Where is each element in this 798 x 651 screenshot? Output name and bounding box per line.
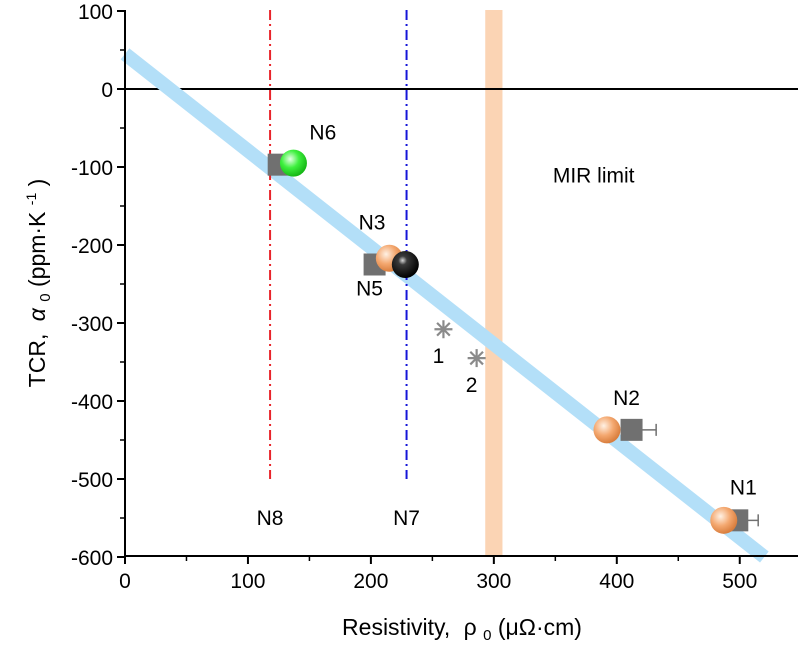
point-label-n3: N3	[359, 211, 386, 234]
point-label-n5: N5	[356, 278, 383, 301]
sphere-point-5	[710, 506, 738, 534]
x-axis-title: Resistivity, ρ 0 (μΩ·cm)	[342, 614, 582, 645]
x-tick-label: 0	[119, 570, 131, 593]
x-axis-title-symbol: ρ	[464, 614, 477, 640]
y-tick-label: -100	[71, 157, 113, 180]
square-point-3	[620, 418, 643, 441]
y-tick-label: -500	[71, 469, 113, 492]
star-label-2: 2	[466, 374, 478, 397]
x-axis-title-unit: (μΩ·cm)	[498, 614, 582, 640]
y-axis-title-subscript: 0	[37, 293, 54, 301]
vertical-line-label-n8: N8	[257, 507, 284, 530]
x-tick-label: 400	[599, 570, 634, 593]
marks-layer	[267, 149, 759, 534]
y-tick-label: -400	[71, 391, 113, 414]
y-axis-title-close: )	[24, 179, 50, 187]
sphere-point-3	[391, 251, 419, 278]
y-axis-title: TCR, α 0 (ppm·K -1 )	[15, 179, 55, 388]
x-axis-title-subscript: 0	[483, 627, 491, 644]
star-point-2	[467, 349, 486, 368]
vertical-line-label-n7: N7	[393, 507, 420, 530]
labels-layer: MIR limit Resistivity, ρ 0 (μΩ·cm) TCR, …	[15, 122, 757, 645]
fit-line	[120, 48, 769, 563]
x-tick-label: 100	[230, 570, 265, 593]
point-label-n6: N6	[309, 122, 336, 145]
sphere-point-4	[593, 416, 621, 444]
sphere-point-1	[279, 149, 307, 177]
point-label-n1: N1	[730, 477, 757, 500]
y-tick-label: -300	[71, 313, 113, 336]
ticks-layer: 0 100 200 300 400 500 -600 -500 -400 -300 -200 -100…	[71, 1, 757, 593]
y-tick-label: -600	[71, 547, 113, 570]
plot-frame	[124, 10, 798, 557]
mir-limit-band	[485, 10, 503, 556]
y-tick-label: 0	[101, 79, 113, 102]
star-label-1: 1	[433, 345, 445, 368]
y-axis-title-main: TCR,	[24, 334, 50, 388]
star-stroke	[469, 350, 484, 366]
x-axis-title-main: Resistivity,	[342, 614, 450, 640]
mir-label: MIR limit	[553, 165, 635, 188]
y-tick-label: 100	[78, 1, 113, 24]
star-stroke	[436, 322, 451, 337]
point-label-n2: N2	[613, 387, 640, 410]
y-axis-title-symbol: α	[24, 307, 50, 321]
y-axis-title-unit: (ppm·K	[24, 211, 50, 287]
background-layer	[120, 10, 798, 563]
star-point-1	[434, 320, 453, 339]
x-tick-label: 200	[353, 570, 388, 593]
y-axis-title-superscript: -1	[23, 193, 39, 206]
x-tick-label: 300	[476, 570, 511, 593]
x-tick-label: 500	[722, 570, 757, 593]
y-tick-label: -200	[71, 235, 113, 258]
